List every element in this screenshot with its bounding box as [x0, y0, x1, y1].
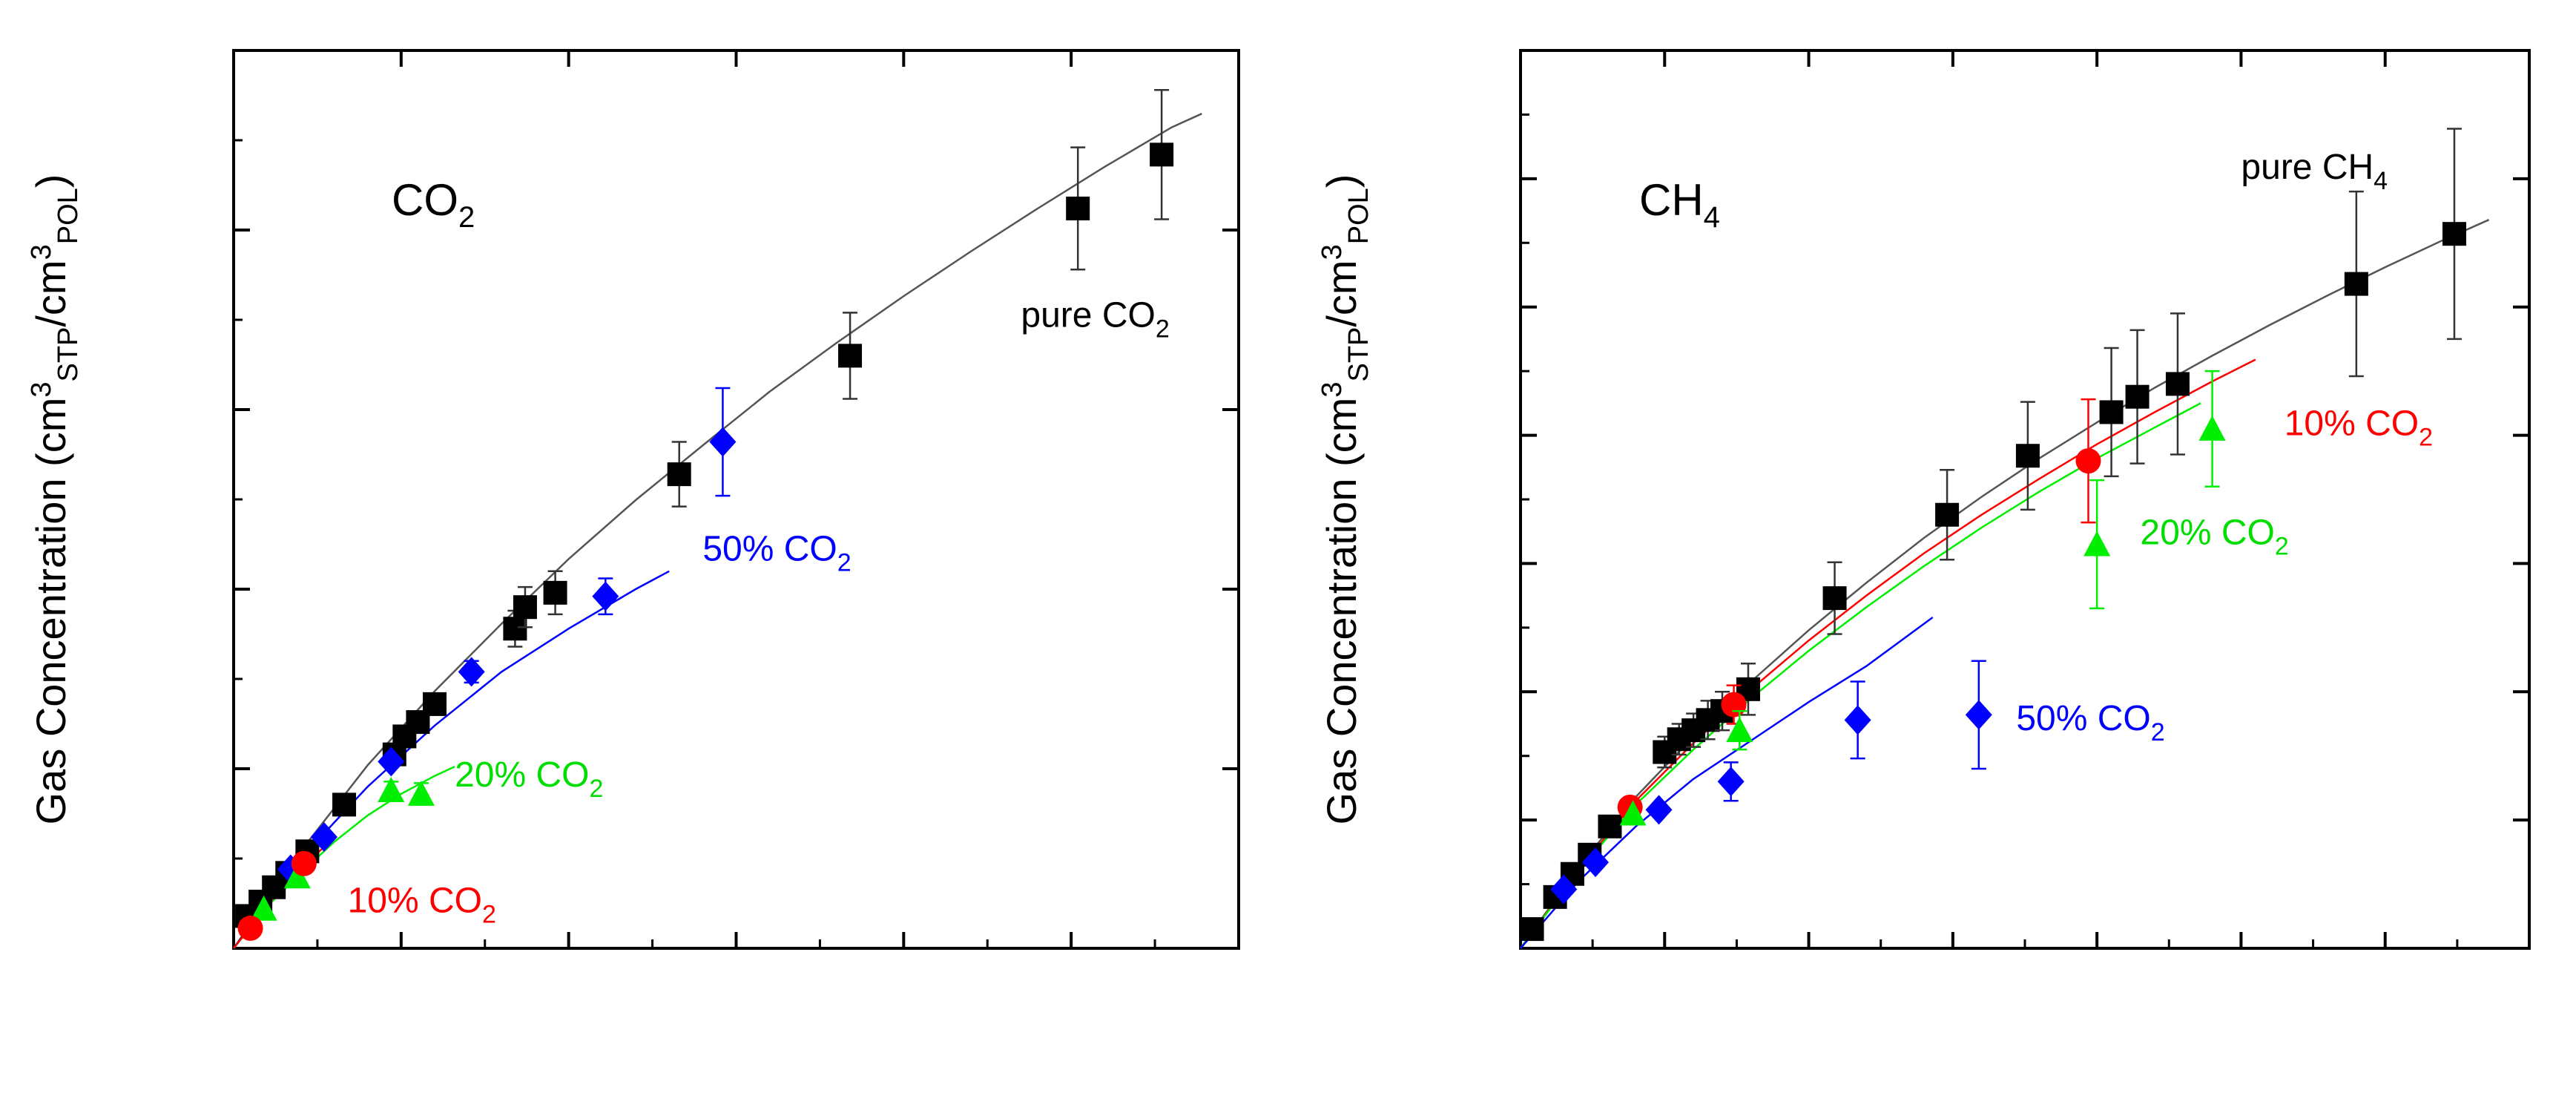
data-point	[250, 895, 277, 921]
data-point	[332, 792, 357, 817]
data-point	[2125, 384, 2150, 409]
data-point	[1150, 142, 1174, 167]
data-point	[423, 692, 447, 716]
data-point	[1598, 814, 1622, 838]
data-point	[1717, 767, 1745, 797]
gas-label: CO2	[392, 175, 475, 234]
data-point	[1935, 502, 1960, 527]
data-point	[667, 462, 691, 487]
data-point	[2344, 272, 2368, 296]
model-line	[1519, 358, 2256, 949]
data-point	[503, 617, 527, 641]
data-point	[543, 580, 567, 605]
data-point	[1726, 717, 1753, 743]
data-point	[1520, 917, 1544, 942]
series-label: 10% CO2	[348, 882, 496, 929]
data-point	[592, 581, 619, 611]
data-point	[2075, 448, 2101, 474]
data-point	[1965, 700, 1992, 730]
data-point	[1721, 692, 1747, 718]
data-point	[1582, 847, 1610, 878]
data-point	[1619, 800, 1647, 826]
data-point	[378, 777, 405, 803]
data-point	[291, 850, 317, 876]
data-point	[513, 595, 537, 620]
data-point	[2165, 372, 2190, 396]
data-point	[407, 780, 435, 806]
data-point	[2015, 444, 2040, 468]
series-label: 20% CO2	[2140, 513, 2288, 561]
data-point	[1066, 196, 1090, 220]
data-point	[310, 821, 337, 852]
data-point	[2099, 400, 2124, 424]
series-label: 20% CO2	[455, 755, 603, 803]
data-point	[1822, 586, 1847, 611]
data-point	[838, 344, 863, 368]
model-line	[1519, 219, 2490, 949]
plot-frame	[232, 49, 1240, 950]
series-label: 50% CO2	[2016, 699, 2164, 746]
gas-label: CH4	[1639, 175, 1720, 234]
data-point	[709, 427, 737, 457]
y-axis-label: Gas Concentration (cm3STP/cm3POL)	[1317, 174, 1374, 825]
series-label: pure CH4	[2241, 148, 2388, 195]
data-point	[458, 657, 485, 687]
data-point	[378, 746, 405, 777]
model-line	[1520, 616, 1934, 949]
series-label: 50% CO2	[702, 529, 851, 577]
data-point	[283, 863, 311, 889]
data-point	[1844, 705, 1871, 735]
model-line	[1519, 402, 2201, 949]
series-label: 10% CO2	[2285, 404, 2433, 452]
panel-b: Gas Concentration (cm3STP/cm3POL) CH4 pure…	[1317, 49, 2531, 950]
data-point	[2198, 415, 2226, 441]
data-point	[237, 915, 263, 941]
y-axis-label: Gas Concentration (cm3STP/cm3POL)	[26, 174, 84, 825]
panel-a: Gas Concentration (cm3STP/cm3POL) CO2 pure…	[26, 49, 1240, 950]
series-label: pure CO2	[1021, 296, 1169, 344]
data-point	[2083, 531, 2111, 557]
model-line	[233, 765, 455, 949]
data-point	[1645, 795, 1673, 825]
data-point	[2442, 222, 2466, 246]
data-point	[1550, 874, 1578, 905]
